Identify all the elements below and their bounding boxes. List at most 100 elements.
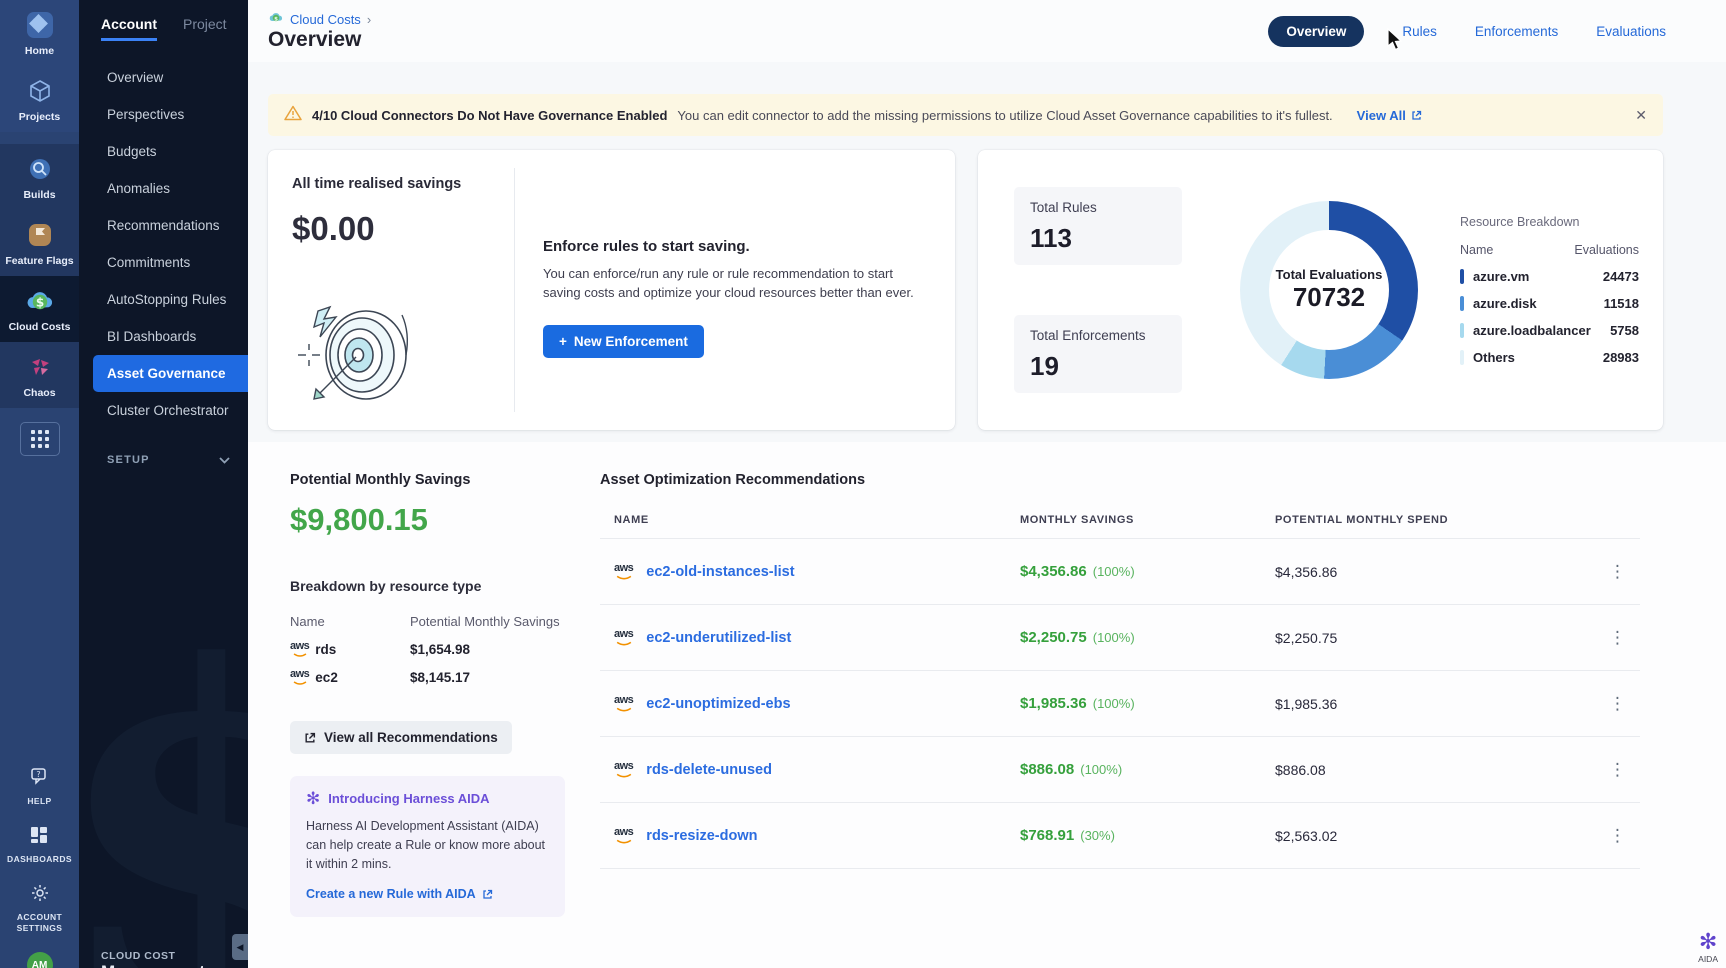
- rail-item-builds[interactable]: Builds: [0, 144, 79, 211]
- sidebar-item-cluster-orchestrator[interactable]: Cluster Orchestrator: [107, 403, 229, 418]
- row-menu-kebab-icon[interactable]: ⋮: [1609, 561, 1626, 581]
- grid-icon: [30, 430, 49, 449]
- aws-icon: aws: [614, 563, 634, 580]
- sidebar-tab-account[interactable]: Account: [101, 16, 157, 41]
- user-avatar[interactable]: AM: [26, 952, 53, 968]
- cloud-costs-breadcrumb-icon: $: [268, 10, 284, 28]
- realised-savings-card: All time realised savings $0.00: [268, 150, 955, 430]
- card-divider: [514, 168, 515, 412]
- gear-icon: [30, 883, 50, 908]
- cloud-costs-icon: $: [25, 286, 55, 316]
- svg-text:$: $: [35, 296, 43, 310]
- tab-evaluations[interactable]: Evaluations: [1596, 24, 1666, 39]
- rail-item-home[interactable]: Home: [0, 0, 79, 67]
- sidebar-setup-toggle[interactable]: SETUP: [79, 445, 248, 475]
- banner-view-all-link[interactable]: View All: [1357, 108, 1422, 123]
- sidebar-item-anomalies[interactable]: Anomalies: [107, 181, 171, 196]
- banner-description: You can edit connector to add the missin…: [677, 107, 1333, 123]
- dashboards-button[interactable]: DASHBOARDS: [7, 825, 72, 865]
- create-rule-with-aida-link[interactable]: Create a new Rule with AIDA: [306, 887, 549, 901]
- aida-sparkle-icon: ✻: [306, 789, 321, 808]
- sidebar-item-asset-governance[interactable]: Asset Governance: [93, 355, 248, 392]
- rail-item-cloud-costs[interactable]: $ Cloud Costs: [0, 276, 79, 343]
- donut-center-value: 70732: [1292, 282, 1366, 312]
- sidebar-item-overview[interactable]: Overview: [107, 70, 164, 85]
- help-button[interactable]: ? HELP: [27, 767, 51, 807]
- chevron-down-icon: [219, 451, 230, 469]
- table-row: aws rds-delete-unused $886.08 (100%) $886.…: [600, 737, 1640, 803]
- aws-icon: aws: [290, 669, 310, 685]
- sidebar-item-autostopping-rules[interactable]: AutoStopping Rules: [107, 292, 227, 307]
- rule-link[interactable]: rds-delete-unused: [646, 761, 772, 778]
- external-link-icon: [483, 889, 492, 899]
- rule-link[interactable]: rds-resize-down: [646, 827, 758, 844]
- module-switcher-button[interactable]: [19, 422, 60, 457]
- rule-link[interactable]: ec2-underutilized-list: [646, 629, 792, 646]
- aws-icon: aws: [614, 827, 634, 844]
- sidebar-tab-project[interactable]: Project: [183, 16, 227, 32]
- help-chat-icon: ?: [29, 767, 51, 792]
- banner-close-button[interactable]: ✕: [1635, 106, 1647, 123]
- rail-item-feature-flags[interactable]: Feature Flags: [0, 210, 79, 277]
- table-row: aws ec2-old-instances-list $4,356.86 (100%…: [600, 539, 1640, 605]
- plus-icon: +: [559, 333, 567, 349]
- legend-chip: [1460, 350, 1464, 365]
- governance-warning-banner: 4/10 Cloud Connectors Do Not Have Govern…: [268, 94, 1663, 136]
- legend-row: azure.disk 11518: [1460, 296, 1639, 311]
- aida-sparkle-icon: ✻: [1698, 929, 1718, 954]
- total-rules-value: 113: [1030, 223, 1072, 253]
- realised-savings-title: All time realised savings: [292, 176, 462, 192]
- new-enforcement-button[interactable]: + New Enforcement: [543, 324, 704, 358]
- dashboards-icon: [29, 825, 49, 850]
- governance-tabs: Overview Rules Enforcements Evaluations: [1268, 16, 1666, 47]
- legend-chip: [1460, 269, 1464, 284]
- home-icon: [25, 10, 55, 40]
- table-row: aws ec2-unoptimized-ebs $1,985.36 (100%) $…: [600, 671, 1640, 737]
- potential-savings-panel: Potential Monthly Savings $9,800.15 Brea…: [290, 472, 570, 918]
- external-link-icon: [1412, 110, 1421, 120]
- aws-icon: aws: [614, 761, 634, 778]
- svg-text:$: $: [274, 16, 278, 22]
- row-menu-kebab-icon[interactable]: ⋮: [1609, 759, 1626, 779]
- donut-center-label: Total Evaluations: [1275, 267, 1383, 282]
- rule-link[interactable]: ec2-unoptimized-ebs: [646, 695, 791, 712]
- sidebar-item-recommendations[interactable]: Recommendations: [107, 218, 220, 233]
- total-enforcements-stat: Total Enforcements 19: [1014, 315, 1182, 393]
- tab-rules[interactable]: Rules: [1402, 24, 1437, 39]
- account-settings-button[interactable]: ACCOUNT SETTINGS: [10, 883, 70, 934]
- sidebar-item-perspectives[interactable]: Perspectives: [107, 107, 185, 122]
- module-rail: Home Projects Builds Feature Flags $ Clo: [0, 0, 79, 968]
- warning-triangle-icon: [284, 105, 302, 126]
- aida-fab-button[interactable]: ✻ AIDA: [1698, 929, 1718, 965]
- legend-row: azure.vm 24473: [1460, 269, 1639, 284]
- view-all-recommendations-button[interactable]: View all Recommendations: [290, 721, 512, 754]
- sidebar-item-bi-dashboards[interactable]: BI Dashboards: [107, 329, 197, 344]
- asset-optimization-table: Asset Optimization Recommendations NAME …: [600, 472, 1640, 869]
- cloud-costs-sidebar: $ Account Project Overview Perspectives …: [79, 0, 248, 968]
- potential-savings-amount: $9,800.15: [290, 502, 428, 537]
- banner-headline: 4/10 Cloud Connectors Do Not Have Govern…: [312, 107, 668, 123]
- sidebar-footer: CLOUD COST Management: [101, 950, 205, 968]
- resource-breakdown-legend: Resource Breakdown Name Evaluations azur…: [1460, 215, 1639, 365]
- svg-text:?: ?: [36, 770, 40, 779]
- governance-stats-card: Total Rules 113 Total Enforcements 19 To…: [978, 150, 1663, 430]
- external-link-icon: [305, 732, 316, 743]
- sidebar-item-commitments[interactable]: Commitments: [107, 255, 191, 270]
- chaos-icon: [25, 352, 55, 382]
- sidebar-collapse-handle[interactable]: ◀: [232, 934, 248, 960]
- rail-item-projects[interactable]: Projects: [0, 66, 79, 133]
- tab-enforcements[interactable]: Enforcements: [1474, 24, 1559, 39]
- row-menu-kebab-icon[interactable]: ⋮: [1609, 627, 1626, 647]
- enforce-cta-title: Enforce rules to start saving.: [543, 238, 750, 255]
- sidebar-item-budgets[interactable]: Budgets: [107, 144, 157, 159]
- aws-icon: aws: [614, 629, 634, 646]
- rule-link[interactable]: ec2-old-instances-list: [646, 563, 795, 580]
- row-menu-kebab-icon[interactable]: ⋮: [1609, 693, 1626, 713]
- tab-overview[interactable]: Overview: [1268, 16, 1365, 47]
- breadcrumb-cloud-costs-link[interactable]: Cloud Costs: [290, 11, 361, 27]
- row-menu-kebab-icon[interactable]: ⋮: [1609, 825, 1626, 845]
- rail-item-chaos[interactable]: Chaos: [0, 342, 79, 409]
- aws-icon: aws: [614, 695, 634, 712]
- evaluations-donut-chart: Total Evaluations 70732: [1240, 201, 1418, 379]
